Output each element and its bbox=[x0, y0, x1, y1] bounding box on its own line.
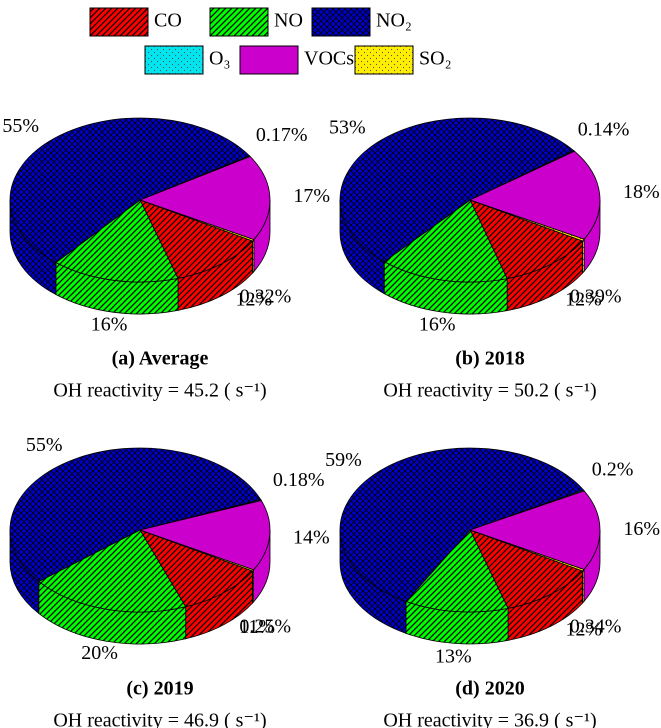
value-label: 0.17% bbox=[256, 124, 308, 146]
pie-slice bbox=[138, 500, 271, 571]
pie-slice bbox=[339, 447, 585, 602]
slice-side bbox=[252, 238, 255, 275]
chart-subtitle: OH reactivity = 45.2 ( s⁻¹) bbox=[53, 380, 266, 402]
pie-slice bbox=[468, 150, 601, 240]
legend-swatch bbox=[311, 7, 371, 37]
value-label: 18% bbox=[623, 181, 660, 203]
pie-slice bbox=[138, 156, 271, 241]
chart-title: (b) 2018 bbox=[455, 348, 524, 370]
value-label: 55% bbox=[2, 115, 39, 137]
slice-side bbox=[252, 568, 254, 605]
pie-slice bbox=[139, 529, 255, 572]
legend-swatch bbox=[239, 45, 299, 75]
pie-slice bbox=[139, 199, 255, 242]
value-label: 16% bbox=[623, 518, 660, 540]
legend-label: SO₂ bbox=[419, 48, 452, 70]
legend-label: NO bbox=[274, 10, 303, 32]
value-label: 16% bbox=[419, 313, 456, 335]
legend-swatch bbox=[89, 7, 149, 37]
chart-title: (d) 2020 bbox=[455, 678, 524, 700]
pie-slice bbox=[339, 117, 575, 263]
chart-subtitle: OH reactivity = 50.2 ( s⁻¹) bbox=[383, 380, 596, 402]
value-label: 16% bbox=[91, 314, 128, 336]
value-label: 0.18% bbox=[273, 469, 325, 491]
value-label: 0.25% bbox=[239, 616, 291, 638]
value-label: 12% bbox=[565, 289, 602, 311]
slice-side bbox=[582, 238, 585, 275]
value-label: 55% bbox=[26, 434, 63, 456]
value-label: 12% bbox=[566, 618, 603, 640]
value-label: 0.14% bbox=[578, 119, 630, 141]
pie-slice bbox=[469, 529, 585, 572]
legend-label: O₃ bbox=[209, 48, 230, 70]
value-label: 17% bbox=[293, 185, 330, 207]
pie-slice bbox=[9, 117, 251, 264]
pie-slice bbox=[139, 529, 254, 608]
pie-slice bbox=[38, 529, 187, 613]
value-label: 0.2% bbox=[592, 459, 634, 481]
value-label: 13% bbox=[435, 646, 472, 668]
pie-slice bbox=[383, 199, 508, 283]
legend-swatch bbox=[354, 45, 414, 75]
chart-title: (c) 2019 bbox=[126, 678, 193, 700]
value-label: 12% bbox=[236, 288, 273, 310]
pie-slice bbox=[139, 199, 254, 279]
pie-slice bbox=[9, 447, 262, 582]
chart-subtitle: OH reactivity = 46.9 ( s⁻¹) bbox=[53, 710, 266, 728]
pie-slice bbox=[468, 490, 601, 570]
legend-swatch bbox=[209, 7, 269, 37]
legend-label: CO bbox=[154, 10, 182, 32]
value-label: 0.34% bbox=[570, 615, 622, 637]
pie-slice bbox=[469, 529, 584, 609]
legend-swatch bbox=[144, 45, 204, 75]
slice-side bbox=[582, 568, 585, 605]
chart-title: (a) Average bbox=[112, 348, 209, 370]
value-label: 53% bbox=[329, 117, 366, 139]
value-label: 14% bbox=[293, 527, 330, 549]
value-label: 59% bbox=[325, 449, 362, 471]
value-label: 20% bbox=[81, 642, 118, 664]
pie-slice bbox=[55, 199, 179, 283]
legend-label: VOCs bbox=[304, 48, 354, 70]
legend-label: NO₂ bbox=[376, 10, 412, 32]
pie-slice bbox=[405, 529, 509, 613]
chart-subtitle: OH reactivity = 36.9 ( s⁻¹) bbox=[383, 710, 596, 728]
value-label: 0.32% bbox=[240, 285, 292, 307]
value-label: 11% bbox=[239, 616, 275, 638]
value-label: 0.39% bbox=[570, 285, 622, 307]
pie-slice bbox=[469, 199, 585, 242]
